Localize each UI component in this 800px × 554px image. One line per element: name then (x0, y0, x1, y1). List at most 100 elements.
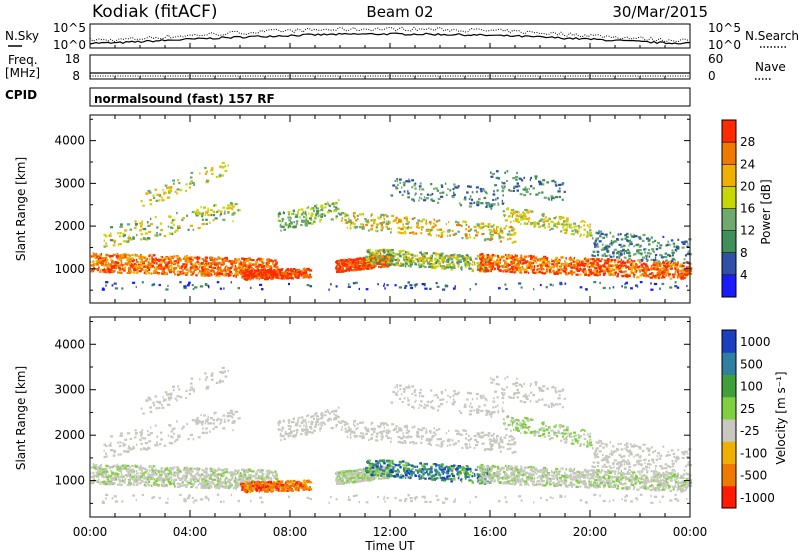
power-cell (399, 178, 402, 181)
power-cell (473, 261, 476, 264)
power-cell (301, 219, 304, 222)
power-cell (513, 267, 516, 270)
power-cell (133, 262, 136, 266)
power-cell (276, 272, 279, 275)
power-cell (201, 257, 204, 260)
power-cell (659, 244, 663, 247)
power-cell (128, 235, 130, 238)
velocity-cell (223, 479, 226, 482)
power-cell (366, 267, 369, 270)
power-cell (116, 264, 120, 267)
power-cell (126, 262, 129, 265)
power-cell (308, 276, 310, 279)
power-cell (142, 204, 145, 207)
power-cell (311, 207, 315, 210)
power-cell (356, 257, 360, 260)
power-cell (271, 262, 274, 265)
power-cell (112, 253, 116, 256)
power-cell (562, 270, 565, 273)
power-cell (586, 262, 590, 265)
power-cell (337, 207, 340, 211)
power-cell (625, 233, 628, 236)
power-cell (321, 207, 323, 210)
power-cell (313, 206, 315, 210)
power-cell (522, 211, 524, 214)
power-cell (425, 196, 427, 200)
power-cell (371, 255, 375, 258)
power-cell (391, 214, 395, 217)
power-cell (512, 233, 516, 236)
velocity-cell (220, 475, 224, 478)
power-cell (145, 272, 147, 275)
velocity-cell (182, 484, 185, 487)
power-cell (620, 262, 623, 265)
power-cell (444, 182, 447, 185)
power-cell (659, 263, 661, 266)
power-cell (382, 215, 385, 218)
velocity-cell (105, 474, 107, 477)
power-cell (96, 255, 99, 258)
velocity-cell (116, 475, 120, 479)
power-cell (177, 263, 179, 266)
power-cell (501, 199, 503, 202)
power-cell (580, 226, 582, 229)
power-cell (540, 268, 544, 271)
velocity-cell (252, 474, 256, 478)
power-cell (404, 256, 408, 259)
velocity-cell (197, 483, 199, 486)
power-cell (204, 274, 208, 277)
power-cell (516, 213, 518, 217)
power-cell (403, 184, 406, 187)
power-cell (313, 220, 315, 223)
velocity-cell (169, 483, 172, 486)
power-cell (514, 217, 518, 221)
power-cell (528, 262, 532, 265)
power-cell (467, 185, 470, 188)
power-cell (533, 288, 535, 291)
power-cell (229, 272, 233, 275)
power-cell (103, 245, 106, 248)
power-cell (586, 233, 590, 236)
velocity-cell (123, 480, 126, 483)
velocity-cell (135, 481, 138, 484)
power-cell (445, 266, 450, 269)
power-cell (227, 204, 231, 207)
nave-tick-top: 60 (708, 52, 723, 66)
power-cell (490, 262, 494, 265)
power-cell (357, 261, 360, 265)
power-cell (166, 186, 170, 190)
power-cell (676, 263, 678, 266)
power-cell (599, 281, 601, 285)
power-cell (282, 225, 285, 228)
power-cell (528, 217, 531, 220)
power-cell (486, 203, 490, 206)
velocity-cell (245, 477, 249, 480)
power-cell (517, 268, 521, 271)
power-cell (271, 276, 274, 279)
power-cell (615, 267, 619, 271)
power-cell (414, 285, 417, 288)
power-cell (547, 222, 550, 225)
power-cell (660, 276, 663, 279)
power-cell (435, 234, 438, 237)
power-cell (242, 261, 246, 264)
power-cell (423, 196, 425, 199)
power-cell (202, 218, 204, 221)
power-cell (498, 234, 501, 238)
freq-label: Freq. (8, 53, 38, 67)
power-cell (626, 251, 630, 254)
power-cell (310, 212, 314, 215)
power-cell (380, 261, 383, 264)
power-cell (488, 229, 492, 232)
power-cell (481, 259, 483, 262)
power-cell (223, 274, 226, 277)
power-cell (216, 264, 219, 267)
power-cell (455, 220, 458, 223)
power-cell (297, 211, 299, 214)
power-cell (194, 266, 196, 269)
power-cell (204, 283, 208, 286)
power-cell (389, 251, 392, 254)
power-cell (148, 191, 152, 194)
power-cell (676, 265, 679, 268)
